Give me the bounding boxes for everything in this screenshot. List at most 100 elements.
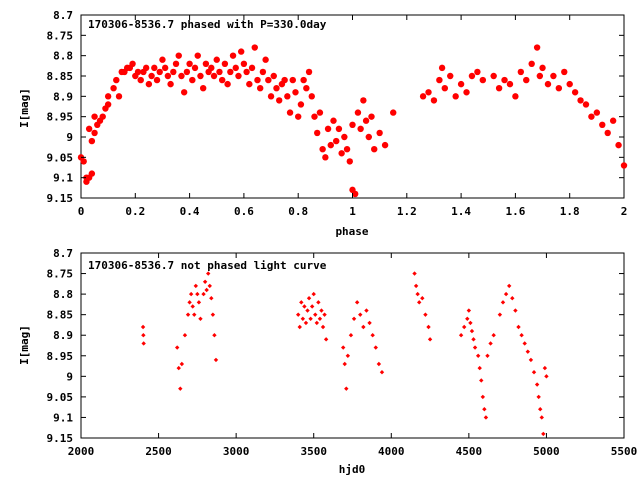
unphased-data-point bbox=[212, 333, 217, 338]
unphased-y-tick-label: 8.8 bbox=[53, 288, 73, 301]
phased-data-point bbox=[319, 146, 326, 153]
unphased-y-tick-label: 9.15 bbox=[47, 432, 74, 445]
phased-data-point bbox=[593, 109, 601, 116]
unphased-x-tick-label: 5500 bbox=[611, 445, 638, 458]
unphased-x-tick-label: 3000 bbox=[223, 445, 250, 458]
phased-data-point bbox=[322, 154, 329, 161]
phased-data-point bbox=[324, 125, 332, 133]
phased-data-point bbox=[539, 64, 546, 72]
phased-data-point bbox=[91, 129, 98, 137]
phased-data-point bbox=[148, 72, 155, 80]
unphased-data-point bbox=[376, 361, 382, 367]
phased-data-point bbox=[349, 121, 356, 128]
phased-data-point bbox=[229, 52, 237, 59]
unphased-data-point bbox=[458, 333, 464, 338]
phased-data-point bbox=[582, 101, 590, 108]
unphased-data-point bbox=[542, 365, 548, 371]
unphased-data-point bbox=[361, 324, 366, 330]
phased-data-point bbox=[517, 68, 525, 76]
unphased-data-point bbox=[466, 308, 472, 313]
unphased-data-point bbox=[538, 407, 543, 412]
unphased-data-point bbox=[185, 312, 191, 317]
unphased-data-point bbox=[479, 378, 484, 383]
phased-y-tick-label: 8.9 bbox=[53, 90, 73, 103]
phased-data-point bbox=[199, 85, 207, 92]
phased-data-point bbox=[224, 80, 231, 88]
phased-data-point bbox=[194, 52, 201, 59]
unphased-data-point bbox=[209, 296, 214, 301]
phased-x-tick-label: 1.2 bbox=[397, 205, 417, 218]
phased-data-point bbox=[164, 72, 172, 80]
phased-data-point bbox=[300, 76, 307, 84]
phased-data-point bbox=[251, 44, 258, 51]
unphased-data-point bbox=[503, 291, 509, 297]
unphased-data-point bbox=[323, 337, 329, 342]
phased-data-point bbox=[308, 93, 315, 100]
phased-data-point bbox=[571, 89, 579, 96]
unphased-data-point bbox=[207, 283, 212, 289]
phased-data-point bbox=[479, 76, 487, 84]
phased-x-tick-label: 0 bbox=[78, 205, 85, 218]
phased-data-point bbox=[305, 68, 313, 76]
phased-data-point bbox=[536, 72, 544, 80]
phased-data-point bbox=[292, 89, 299, 96]
phased-data-point bbox=[145, 80, 153, 88]
unphased-data-point bbox=[297, 324, 302, 330]
unphased-data-point bbox=[423, 312, 428, 317]
phased-data-point bbox=[468, 72, 476, 80]
phased-data-point bbox=[297, 101, 305, 108]
phased-data-point bbox=[430, 97, 438, 104]
phased-data-point bbox=[512, 93, 519, 100]
phased-data-point bbox=[447, 72, 454, 80]
phased-data-point bbox=[243, 68, 250, 76]
phased-y-tick-label: 9 bbox=[66, 131, 73, 144]
phased-data-point bbox=[202, 60, 210, 67]
unphased-data-point bbox=[187, 300, 192, 305]
phased-data-point bbox=[561, 68, 568, 76]
phased-data-point bbox=[216, 68, 223, 76]
phased-x-tick-label: 0.2 bbox=[125, 205, 145, 218]
unphased-data-point bbox=[379, 370, 385, 375]
unphased-plot-frame bbox=[80, 252, 625, 439]
unphased-data-point bbox=[415, 291, 420, 297]
phased-data-point bbox=[80, 158, 87, 165]
phased-data-point bbox=[357, 125, 364, 133]
unphased-data-point bbox=[345, 353, 351, 358]
phased-data-point bbox=[452, 93, 459, 100]
unphased-data-point bbox=[299, 300, 304, 305]
phased-data-point bbox=[267, 93, 275, 100]
unphased-y-tick-label: 8.9 bbox=[53, 329, 73, 342]
phased-y-tick-label: 8.95 bbox=[47, 111, 74, 124]
phased-data-point bbox=[254, 76, 261, 84]
phased-data-point bbox=[88, 137, 96, 145]
phased-data-point bbox=[197, 72, 204, 80]
unphased-data-point bbox=[305, 308, 310, 313]
phased-data-point bbox=[104, 101, 112, 108]
unphased-data-point bbox=[351, 316, 357, 321]
phased-data-point bbox=[615, 141, 622, 149]
phased-data-point bbox=[129, 60, 136, 67]
phased-data-point bbox=[104, 93, 112, 100]
phased-data-point bbox=[191, 64, 199, 72]
phased-x-tick-label: 1.4 bbox=[451, 205, 471, 218]
phased-data-point bbox=[284, 93, 291, 100]
phased-data-point bbox=[246, 80, 253, 88]
unphased-data-point bbox=[510, 296, 515, 301]
unphased-data-point bbox=[344, 386, 349, 391]
unphased-x-ticks: 2000 2500 3000 3500 4000 4500 5000 5500 bbox=[68, 253, 638, 458]
phased-data-point bbox=[495, 85, 503, 92]
phased-y-tick-label: 8.75 bbox=[47, 29, 74, 42]
phased-data-point bbox=[609, 117, 617, 124]
unphased-data-point bbox=[182, 333, 188, 338]
phased-data-point bbox=[159, 56, 166, 63]
unphased-data-point bbox=[525, 349, 531, 354]
unphased-data-point bbox=[179, 361, 185, 367]
phased-data-point bbox=[281, 76, 288, 84]
unphased-data-point bbox=[519, 333, 524, 338]
phased-data-point bbox=[333, 137, 340, 145]
phased-data-point bbox=[227, 68, 234, 76]
phased-data-point bbox=[156, 68, 163, 76]
phased-x-tick-label: 2 bbox=[621, 205, 628, 218]
unphased-x-axis-label: hjd0 bbox=[339, 463, 366, 476]
